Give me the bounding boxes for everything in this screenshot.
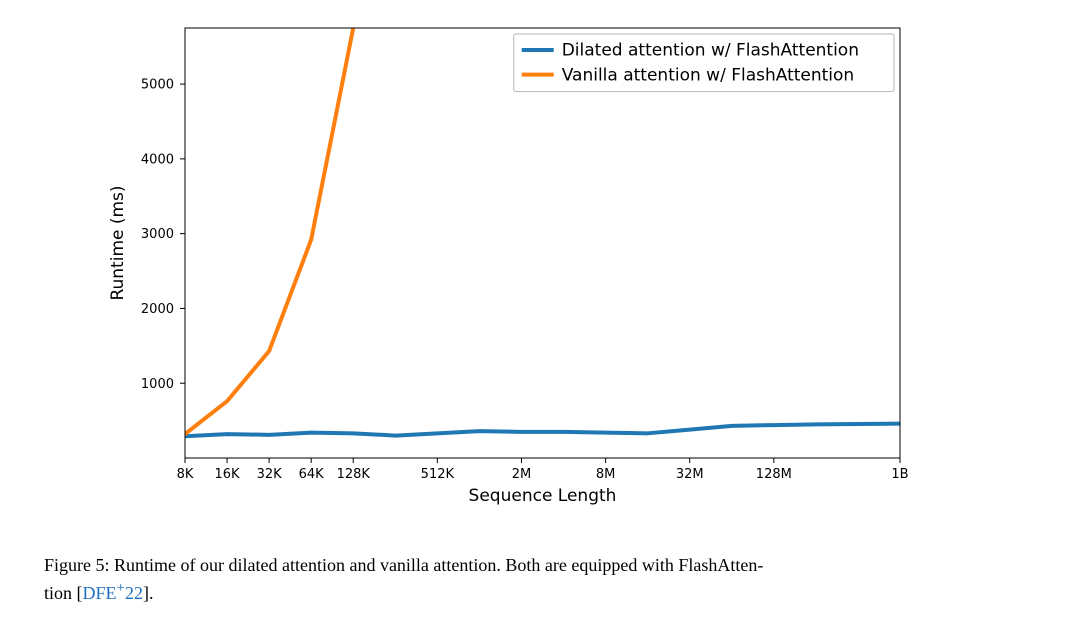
x-tick-label: 64K [299, 467, 325, 482]
x-tick-label: 1B [891, 467, 908, 482]
x-tick-label: 2M [512, 467, 532, 482]
x-tick-label: 128K [337, 467, 371, 482]
x-tick-label: 32M [676, 467, 704, 482]
runtime-line-chart: 8K 16K 32K 64K 128K 512K 2M 8M 32M 128M 1B Sequence… [0, 0, 1072, 639]
x-tick-label: 128M [756, 467, 792, 482]
y-tick-label: 3000 [141, 227, 174, 242]
caption-line-2: tion [44, 583, 77, 603]
series-line [185, 28, 353, 434]
y-tick-label: 4000 [141, 152, 174, 167]
figure-caption: Figure 5: Runtime of our dilated attenti… [44, 553, 1028, 605]
legend-label: Dilated attention w/ FlashAttention [562, 41, 859, 61]
x-tick-label: 8M [596, 467, 616, 482]
x-tick-label: 512K [421, 467, 455, 482]
cite-key: DFE [83, 583, 117, 603]
caption-line-1: Runtime of our dilated attention and van… [114, 555, 763, 575]
series-line [185, 424, 900, 437]
x-tick-label: 8K [177, 467, 194, 482]
y-tick-label: 1000 [141, 377, 174, 392]
figure-container: 8K 16K 32K 64K 128K 512K 2M 8M 32M 128M 1B Sequence… [0, 0, 1072, 639]
cite-plus: + [117, 580, 125, 596]
legend-label: Vanilla attention w/ FlashAttention [562, 65, 855, 85]
x-tick-label: 16K [215, 467, 241, 482]
caption-prefix: Figure 5: [44, 555, 114, 575]
legend: Dilated attention w/ FlashAttention Vanil… [514, 34, 894, 92]
cite-year: 22 [125, 583, 143, 603]
x-axis-label: Sequence Length [469, 486, 617, 506]
plot-border [185, 28, 900, 458]
y-tick-label: 2000 [141, 302, 174, 317]
caption-after: . [149, 583, 154, 603]
y-axis-label: Runtime (ms) [108, 185, 128, 300]
y-tick-label: 5000 [141, 78, 174, 93]
x-tick-label: 32K [257, 467, 283, 482]
